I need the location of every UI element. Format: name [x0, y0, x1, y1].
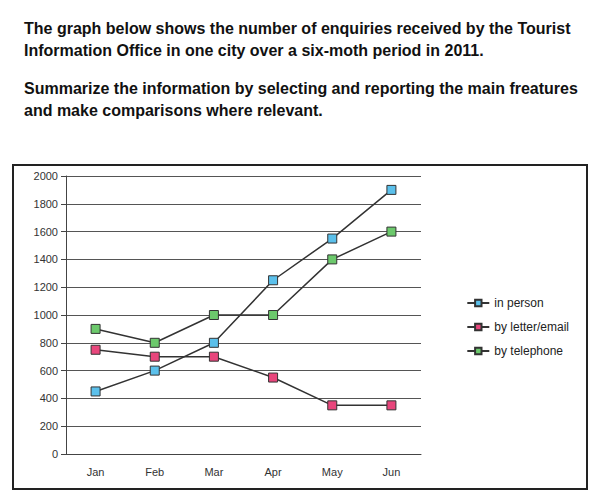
svg-text:0: 0: [52, 448, 58, 460]
svg-text:600: 600: [40, 365, 58, 377]
svg-text:200: 200: [40, 420, 58, 432]
svg-text:Jun: Jun: [383, 466, 401, 478]
svg-text:800: 800: [40, 337, 58, 349]
svg-text:Feb: Feb: [145, 466, 164, 478]
svg-text:in person: in person: [494, 296, 543, 310]
svg-text:by letter/email: by letter/email: [494, 320, 569, 334]
svg-text:1600: 1600: [34, 226, 58, 238]
svg-text:by telephone: by telephone: [494, 344, 563, 358]
svg-text:Apr: Apr: [265, 466, 282, 478]
svg-text:Mar: Mar: [204, 466, 223, 478]
svg-text:1200: 1200: [34, 281, 58, 293]
svg-text:May: May: [322, 466, 343, 478]
html-text:Summarize the information by s: Summarize the information by selecting a…: [24, 80, 578, 119]
svg-text:1400: 1400: [34, 253, 58, 265]
svg-text:2000: 2000: [34, 170, 58, 182]
svg-text:Jan: Jan: [87, 466, 105, 478]
svg-text:400: 400: [40, 392, 58, 404]
svg-text:1000: 1000: [34, 309, 58, 321]
svg-text:1800: 1800: [34, 198, 58, 210]
html-text:The graph below shows the numb: The graph below shows the number of enqu…: [24, 20, 571, 59]
